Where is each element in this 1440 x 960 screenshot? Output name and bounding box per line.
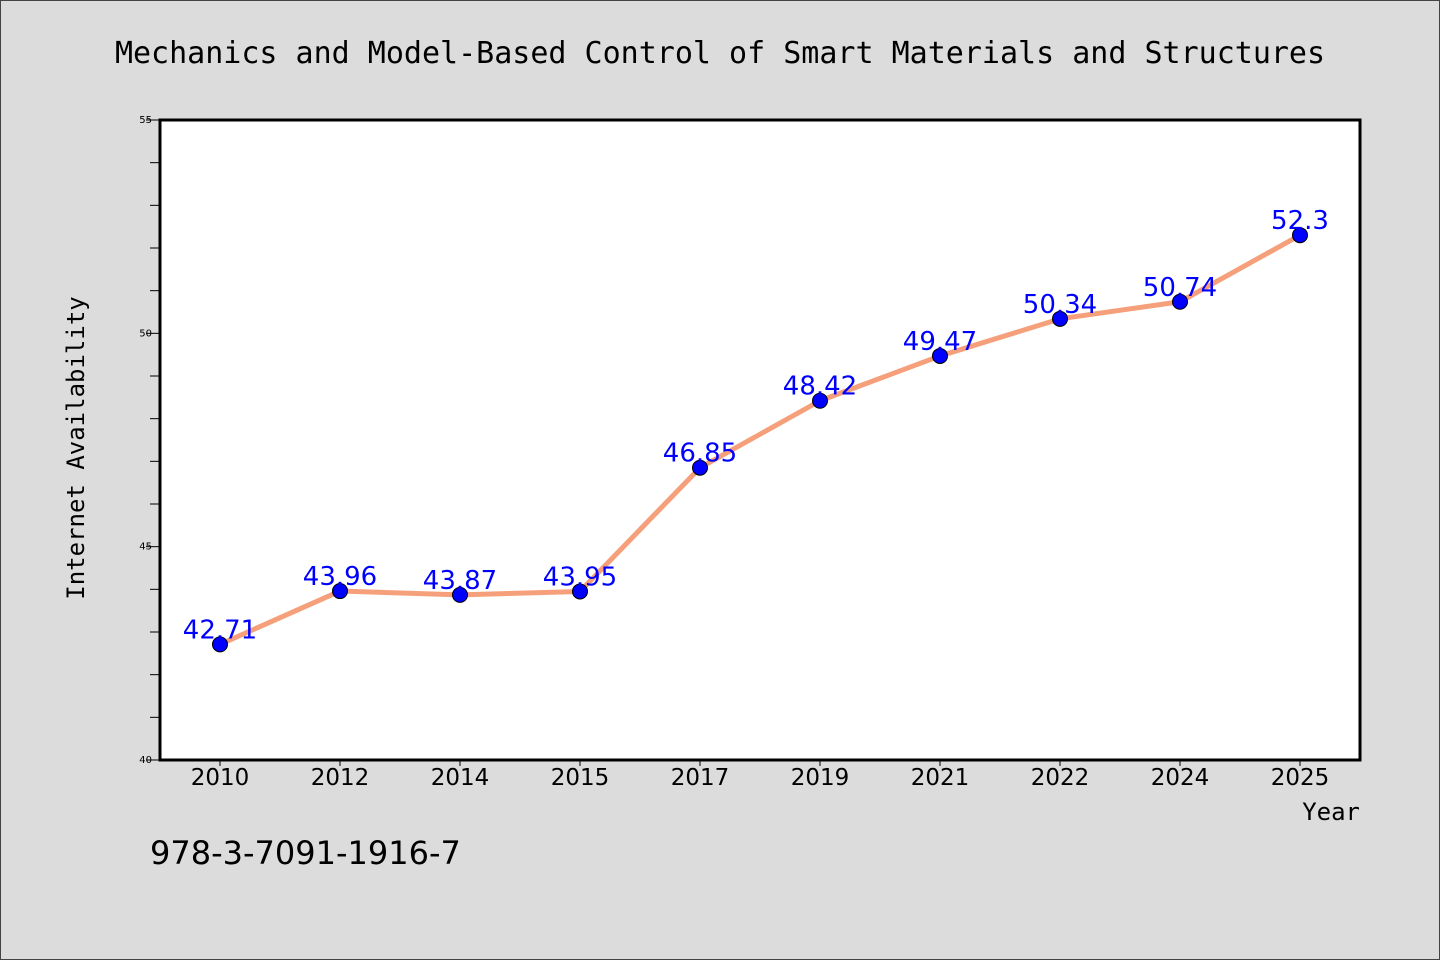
y-tick-label: 55 bbox=[139, 115, 152, 126]
x-tick-label: 2010 bbox=[191, 765, 250, 791]
data-label: 43.95 bbox=[543, 562, 617, 592]
data-label: 42.71 bbox=[183, 615, 257, 645]
x-axis-ticks: 2010 2012 2014 2015 2017 2019 2021 2022 2024 2025 bbox=[191, 760, 1330, 791]
data-point bbox=[692, 459, 708, 476]
data-label: 50.74 bbox=[1143, 273, 1217, 303]
x-tick-label: 2019 bbox=[791, 765, 850, 791]
data-point bbox=[212, 636, 228, 653]
data-point bbox=[1172, 293, 1188, 310]
x-tick-label: 2024 bbox=[1151, 765, 1210, 791]
data-label: 46.85 bbox=[663, 439, 737, 469]
data-label: 52.3 bbox=[1271, 206, 1329, 236]
y-tick-label: 40 bbox=[139, 755, 152, 766]
data-point bbox=[932, 347, 948, 364]
x-tick-label: 2015 bbox=[551, 765, 610, 791]
series-line bbox=[217, 232, 1303, 647]
x-axis-label: Year bbox=[1302, 798, 1360, 826]
y-tick-label: 45 bbox=[139, 542, 152, 553]
chart-title: Mechanics and Model-Based Control of Sma… bbox=[115, 36, 1325, 71]
data-point bbox=[572, 583, 588, 600]
data-point bbox=[332, 583, 348, 600]
data-series: 42.71 43.96 43.87 43.95 46.85 48.42 49.47 50.34… bbox=[183, 206, 1329, 653]
data-point bbox=[1292, 227, 1308, 244]
plot-border bbox=[158, 118, 1362, 762]
y-axis-label: Internet Availability bbox=[62, 296, 90, 599]
y-tick-label: 50 bbox=[139, 328, 152, 339]
x-tick-label: 2012 bbox=[311, 765, 370, 791]
x-tick-label: 2025 bbox=[1271, 765, 1330, 791]
x-tick-label: 2014 bbox=[431, 765, 490, 791]
data-label: 48.42 bbox=[783, 372, 857, 402]
x-tick-label: 2017 bbox=[671, 765, 730, 791]
data-label: 49.47 bbox=[903, 327, 977, 357]
data-label: 43.96 bbox=[303, 562, 377, 592]
data-point bbox=[1052, 310, 1068, 327]
y-axis-ticks: 40 45 50 55 bbox=[139, 115, 160, 766]
data-label: 50.34 bbox=[1023, 290, 1097, 320]
data-point bbox=[812, 392, 828, 409]
data-label: 43.87 bbox=[423, 566, 497, 596]
x-tick-label: 2022 bbox=[1031, 765, 1090, 791]
x-tick-label: 2021 bbox=[911, 765, 970, 791]
data-point bbox=[452, 586, 468, 603]
plot-area bbox=[160, 120, 1360, 760]
isbn-text: 978-3-7091-1916-7 bbox=[150, 834, 461, 872]
